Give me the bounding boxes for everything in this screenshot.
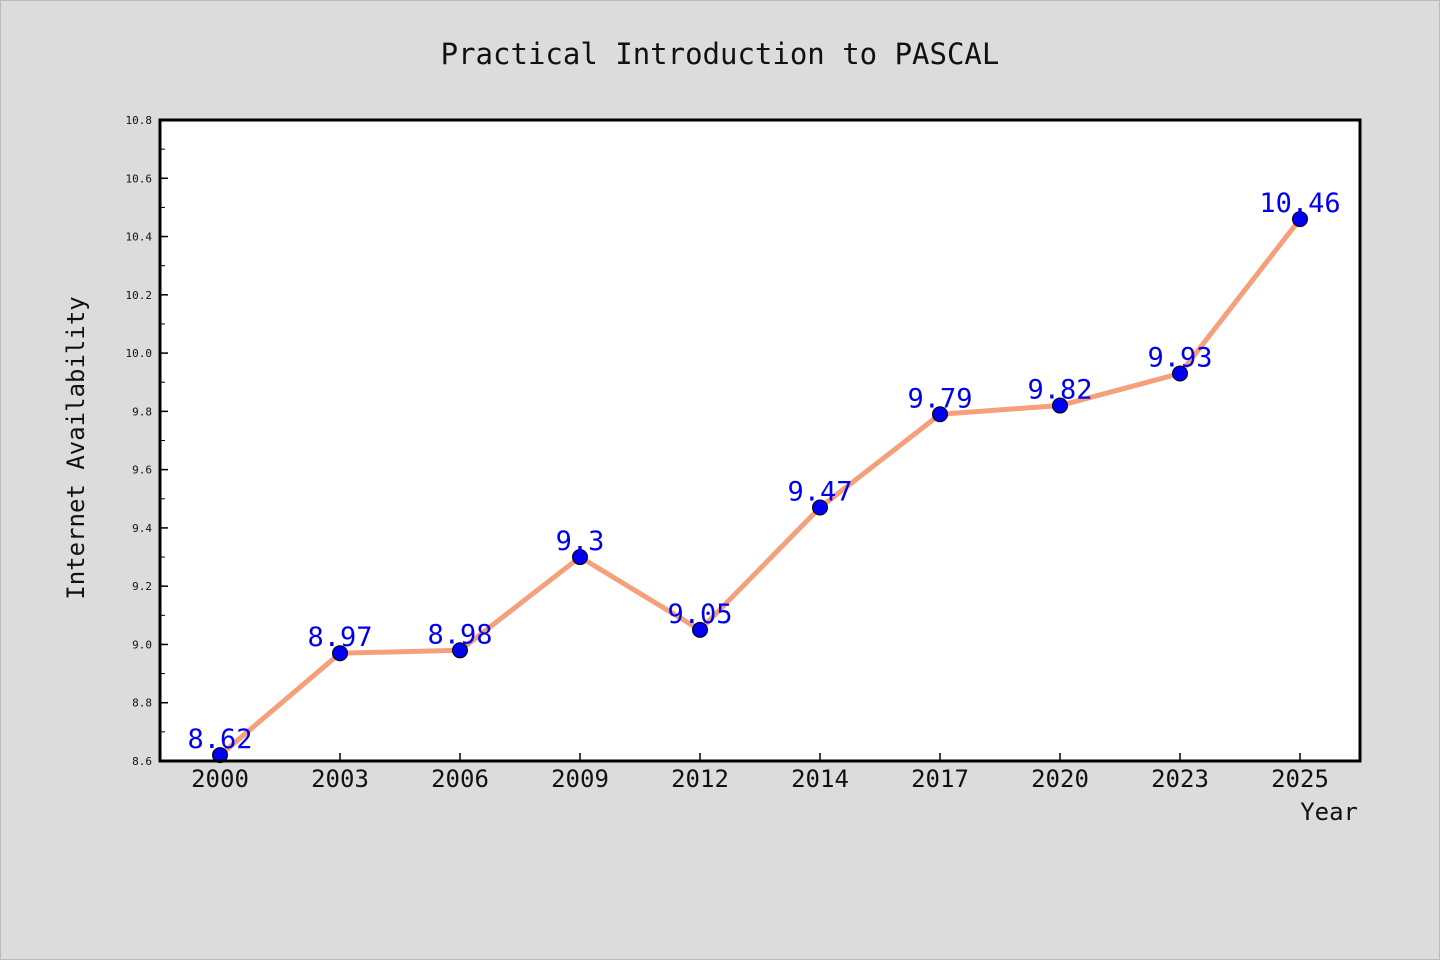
y-tick-label: 9.8 [132, 405, 152, 418]
y-tick-label: 10.8 [126, 114, 153, 127]
y-tick-label: 8.8 [132, 697, 152, 710]
data-label: 8.97 [307, 622, 372, 653]
data-point [812, 499, 828, 516]
x-tick-label: 2000 [191, 765, 249, 793]
data-point [212, 747, 228, 764]
series-group [212, 211, 1308, 764]
x-tick-label: 2023 [1151, 765, 1209, 793]
plot-frame [158, 118, 1362, 763]
x-tick-label: 2025 [1271, 765, 1329, 793]
data-point [1172, 365, 1188, 382]
data-label: 9.05 [667, 599, 732, 630]
x-tick-label: 2014 [791, 765, 849, 793]
data-label: 10.46 [1259, 188, 1340, 219]
x-tick-label: 2020 [1031, 765, 1089, 793]
data-point [572, 549, 588, 566]
data-label: 9.93 [1147, 342, 1212, 373]
y-tick-label: 9.0 [132, 638, 152, 651]
y-axis-label: Internet Availability [62, 296, 90, 599]
data-label: 9.47 [787, 477, 852, 508]
y-tick-label: 9.4 [132, 522, 152, 535]
data-point [932, 406, 948, 423]
x-tick-label: 2003 [311, 765, 369, 793]
series-line [217, 216, 1303, 758]
x-tick-label: 2017 [911, 765, 969, 793]
data-point [1052, 397, 1068, 414]
x-tick-label: 2009 [551, 765, 609, 793]
data-label: 9.79 [907, 383, 972, 414]
x-axis-ticks: 2000 2003 2006 2009 2012 2014 2017 2020 2023 2025 [191, 753, 1329, 793]
data-point [692, 621, 708, 638]
data-label: 9.3 [556, 526, 605, 557]
y-tick-label: 8.6 [132, 755, 152, 768]
data-labels: 8.62 8.97 8.98 9.3 9.05 9.47 9.79 9.82 9.93 10.46 [187, 188, 1340, 755]
data-label: 8.98 [427, 619, 492, 650]
data-label: 8.62 [187, 724, 252, 755]
x-tick-label: 2012 [671, 765, 729, 793]
plot-area [160, 120, 1360, 761]
y-tick-label: 10.4 [126, 231, 153, 244]
y-tick-label: 9.6 [132, 464, 152, 477]
data-point [1292, 211, 1308, 228]
y-tick-label: 10.2 [126, 289, 153, 302]
data-label: 9.82 [1027, 375, 1092, 406]
data-point [452, 642, 468, 659]
chart-title: Practical Introduction to PASCAL [441, 37, 1000, 71]
y-tick-label: 10.6 [126, 172, 153, 185]
x-axis-label: Year [1300, 798, 1358, 826]
y-tick-label: 10.0 [126, 347, 153, 360]
y-tick-label: 9.2 [132, 580, 152, 593]
data-point [332, 645, 348, 662]
x-tick-label: 2006 [431, 765, 489, 793]
